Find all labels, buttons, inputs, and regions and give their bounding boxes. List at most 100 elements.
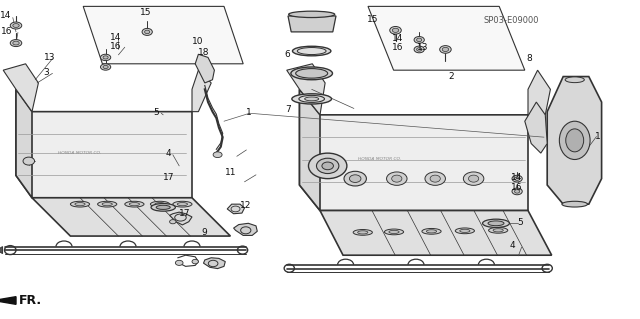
Ellipse shape xyxy=(349,175,361,182)
Ellipse shape xyxy=(173,201,192,207)
Text: FR.: FR. xyxy=(19,294,42,307)
Text: 14: 14 xyxy=(110,33,122,42)
Ellipse shape xyxy=(389,230,399,234)
Text: 12: 12 xyxy=(240,201,252,210)
Ellipse shape xyxy=(455,228,474,234)
Ellipse shape xyxy=(414,37,424,43)
Ellipse shape xyxy=(493,229,503,232)
Ellipse shape xyxy=(515,189,520,193)
Ellipse shape xyxy=(562,201,588,207)
Text: 9: 9 xyxy=(202,228,207,237)
Text: 16: 16 xyxy=(511,183,522,192)
Text: 4: 4 xyxy=(165,149,171,158)
Polygon shape xyxy=(0,297,16,304)
Ellipse shape xyxy=(512,188,522,195)
Polygon shape xyxy=(195,54,214,83)
Polygon shape xyxy=(525,102,547,153)
Ellipse shape xyxy=(175,260,183,265)
Text: 4: 4 xyxy=(509,241,515,250)
Polygon shape xyxy=(16,89,192,198)
Ellipse shape xyxy=(103,65,108,69)
Ellipse shape xyxy=(129,203,140,206)
Ellipse shape xyxy=(75,203,85,206)
Ellipse shape xyxy=(387,172,407,185)
Ellipse shape xyxy=(298,48,326,55)
Ellipse shape xyxy=(296,69,328,78)
Ellipse shape xyxy=(145,30,150,34)
Ellipse shape xyxy=(390,26,401,34)
Text: 14: 14 xyxy=(392,34,403,43)
Ellipse shape xyxy=(460,229,470,233)
Ellipse shape xyxy=(70,201,90,207)
Ellipse shape xyxy=(308,153,347,179)
Text: 13: 13 xyxy=(417,43,429,52)
Ellipse shape xyxy=(344,171,367,186)
Ellipse shape xyxy=(442,47,449,52)
Polygon shape xyxy=(16,89,32,198)
Text: 17: 17 xyxy=(163,173,175,182)
Text: 14: 14 xyxy=(0,11,12,20)
Polygon shape xyxy=(192,70,211,112)
Ellipse shape xyxy=(515,177,520,181)
Ellipse shape xyxy=(213,152,222,158)
Ellipse shape xyxy=(100,54,111,61)
Ellipse shape xyxy=(100,64,111,70)
Ellipse shape xyxy=(559,121,590,160)
Polygon shape xyxy=(300,89,528,211)
Polygon shape xyxy=(528,70,550,115)
Text: 1: 1 xyxy=(246,108,252,117)
Ellipse shape xyxy=(192,259,198,264)
Ellipse shape xyxy=(177,203,188,206)
Ellipse shape xyxy=(102,203,113,206)
Ellipse shape xyxy=(103,56,108,59)
Polygon shape xyxy=(32,198,230,236)
Ellipse shape xyxy=(468,175,479,182)
Text: 16: 16 xyxy=(1,27,13,36)
Ellipse shape xyxy=(414,46,424,53)
Ellipse shape xyxy=(322,162,333,170)
Text: 3: 3 xyxy=(44,68,49,77)
Ellipse shape xyxy=(98,201,117,207)
Text: 11: 11 xyxy=(225,168,237,177)
Ellipse shape xyxy=(317,158,339,174)
Text: 14: 14 xyxy=(511,173,522,182)
Ellipse shape xyxy=(13,24,19,27)
Text: HONDA MOTOR CO.: HONDA MOTOR CO. xyxy=(58,151,101,155)
Ellipse shape xyxy=(142,28,152,35)
Text: SP03-E09000: SP03-E09000 xyxy=(483,16,539,25)
Polygon shape xyxy=(170,212,192,225)
Ellipse shape xyxy=(463,172,484,185)
Text: 16: 16 xyxy=(110,42,122,51)
Ellipse shape xyxy=(417,38,422,42)
Ellipse shape xyxy=(23,157,35,165)
Ellipse shape xyxy=(156,205,170,210)
Text: 15: 15 xyxy=(367,15,378,24)
Text: 7: 7 xyxy=(285,105,291,114)
Ellipse shape xyxy=(430,175,440,182)
Ellipse shape xyxy=(392,175,402,182)
Polygon shape xyxy=(0,247,3,254)
Polygon shape xyxy=(287,64,325,115)
Text: 17: 17 xyxy=(179,209,191,218)
Polygon shape xyxy=(234,223,257,235)
Ellipse shape xyxy=(289,11,335,18)
Text: 6: 6 xyxy=(285,50,291,59)
Polygon shape xyxy=(320,211,552,255)
Ellipse shape xyxy=(392,28,399,33)
Ellipse shape xyxy=(10,22,22,29)
Text: 1: 1 xyxy=(595,132,601,141)
Polygon shape xyxy=(547,77,602,204)
Polygon shape xyxy=(83,6,243,64)
Text: 8: 8 xyxy=(526,54,532,63)
Polygon shape xyxy=(3,64,38,112)
Ellipse shape xyxy=(291,67,333,80)
Ellipse shape xyxy=(151,204,175,211)
Ellipse shape xyxy=(155,203,165,206)
Ellipse shape xyxy=(170,219,176,224)
Ellipse shape xyxy=(10,40,22,47)
Text: 2: 2 xyxy=(448,72,454,81)
Ellipse shape xyxy=(440,46,451,53)
Text: 18: 18 xyxy=(198,48,210,57)
Ellipse shape xyxy=(488,221,504,226)
Ellipse shape xyxy=(565,77,584,83)
